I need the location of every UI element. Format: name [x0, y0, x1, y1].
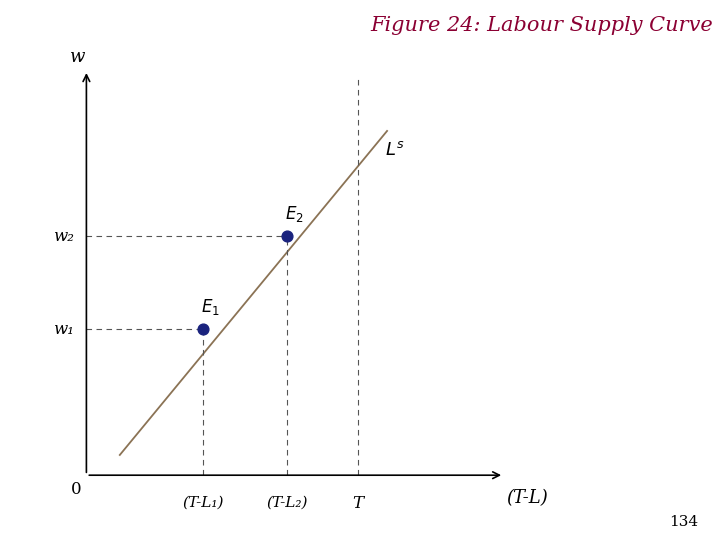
Point — [197, 325, 209, 334]
Text: T: T — [352, 496, 364, 512]
Text: (T-L): (T-L) — [506, 489, 548, 508]
Text: 134: 134 — [670, 515, 698, 529]
Text: (T-L₂): (T-L₂) — [266, 496, 307, 509]
Text: Figure 24: Labour Supply Curve: Figure 24: Labour Supply Curve — [370, 16, 713, 35]
Point — [281, 232, 292, 241]
Text: w: w — [71, 48, 86, 66]
Text: w₂: w₂ — [53, 228, 74, 245]
Text: $L^s$: $L^s$ — [385, 141, 405, 159]
Text: (T-L₁): (T-L₁) — [183, 496, 224, 509]
Text: $E_2$: $E_2$ — [285, 204, 304, 224]
Text: w₁: w₁ — [53, 321, 74, 338]
Text: $E_1$: $E_1$ — [201, 297, 220, 317]
Text: 0: 0 — [71, 481, 81, 498]
